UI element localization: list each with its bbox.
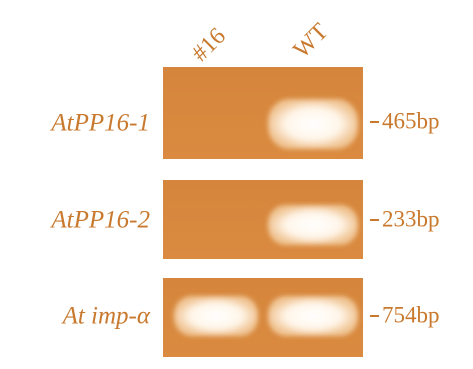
gel-figure: #16 WT AtPP16-1 465bp AtPP16-2 233bp At … — [0, 0, 473, 364]
row-label: At imp-α — [61, 303, 151, 330]
band — [268, 99, 358, 149]
lane-label: #16 — [187, 23, 231, 67]
band — [268, 296, 358, 336]
size-label: 465bp — [382, 108, 440, 133]
size-label: 754bp — [382, 302, 440, 327]
lane-label: WT — [289, 18, 334, 63]
band — [174, 296, 258, 336]
band — [268, 205, 358, 245]
row-label: AtPP16-1 — [49, 110, 150, 137]
size-label: 233bp — [382, 206, 440, 231]
row-label: AtPP16-2 — [49, 207, 150, 234]
